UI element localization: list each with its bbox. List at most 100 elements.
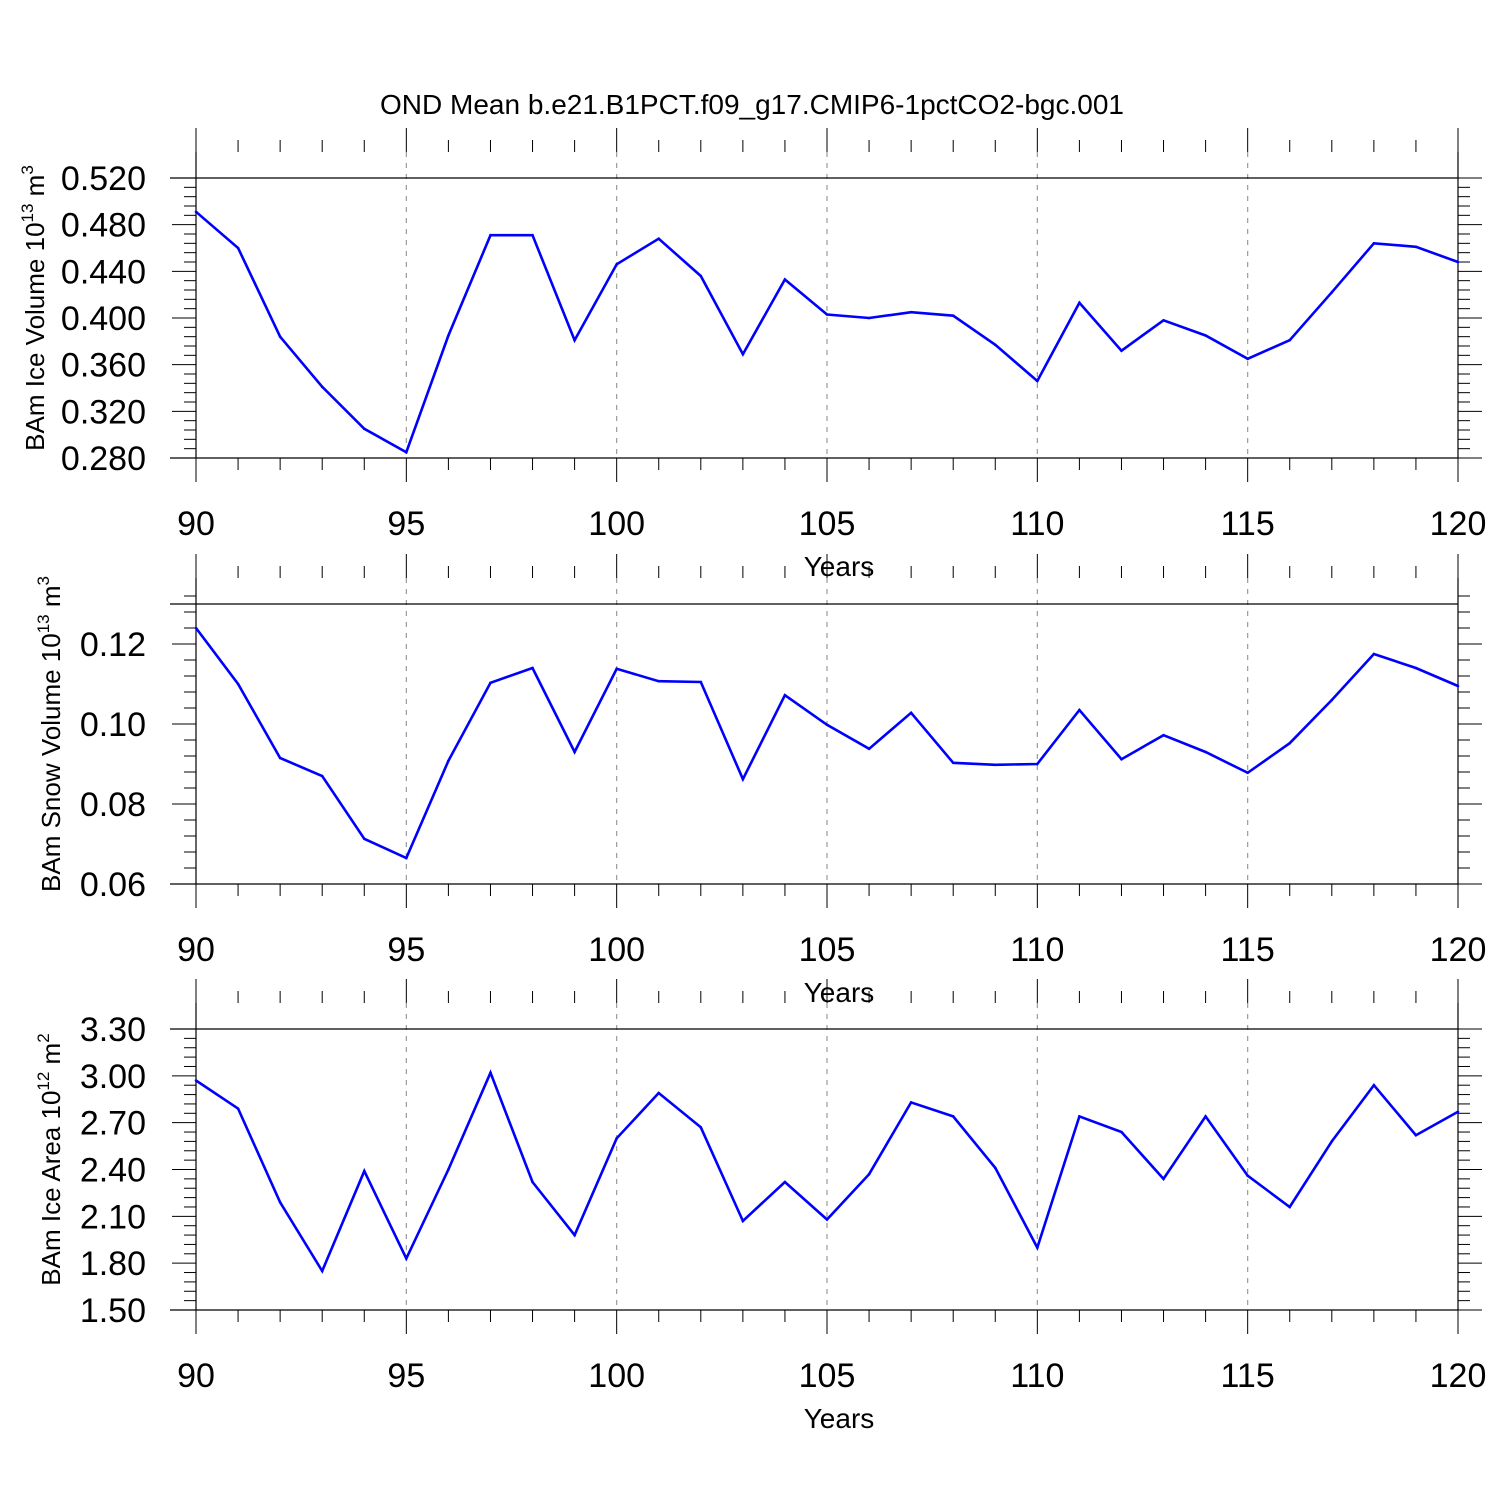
- data-point: [278, 756, 282, 760]
- data-point: [867, 1172, 871, 1176]
- data-point: [657, 237, 661, 240]
- y-tick-label: 0.360: [61, 347, 146, 385]
- data-point: [699, 274, 703, 278]
- data-point: [1414, 1133, 1418, 1137]
- x-tick-label: 115: [1221, 931, 1275, 969]
- data-point: [1120, 349, 1123, 352]
- x-tick-label: 105: [799, 1357, 856, 1395]
- data-point: [1288, 741, 1292, 745]
- x-tick-label: 95: [387, 931, 425, 969]
- y-axis-label: BAm Snow Volume 1013 m3: [34, 576, 66, 892]
- x-tick-label: 95: [387, 505, 425, 543]
- data-point: [741, 777, 745, 781]
- data-point: [194, 210, 198, 214]
- data-point: [699, 680, 703, 684]
- data-point: [1330, 291, 1334, 294]
- data-point: [993, 763, 997, 767]
- x-tick-label: 105: [799, 931, 856, 969]
- data-point: [1288, 338, 1292, 342]
- x-axis-label: Years: [804, 977, 875, 1008]
- x-tick-label: 90: [177, 1357, 215, 1395]
- y-tick-label: 0.320: [61, 393, 146, 431]
- data-point: [951, 761, 955, 765]
- data-point: [1078, 708, 1081, 712]
- data-point: [362, 1169, 366, 1173]
- data-point: [320, 385, 324, 389]
- data-point: [783, 1180, 787, 1184]
- y-tick-label: 3.30: [80, 1011, 146, 1049]
- data-point: [783, 278, 787, 281]
- data-point: [405, 1257, 408, 1260]
- data-point: [1162, 319, 1165, 322]
- x-tick-label: 105: [799, 505, 856, 543]
- data-point: [1036, 1246, 1039, 1249]
- data-point: [320, 774, 324, 778]
- data-point: [825, 723, 829, 727]
- x-tick-label: 115: [1221, 505, 1275, 543]
- data-point: [1078, 1115, 1081, 1118]
- data-point: [278, 1200, 282, 1204]
- data-point: [194, 1079, 198, 1082]
- data-point: [573, 338, 576, 342]
- x-tick-label: 100: [588, 505, 645, 543]
- x-tick-label: 110: [1010, 1357, 1064, 1395]
- data-point: [825, 1218, 829, 1221]
- data-point: [573, 750, 576, 754]
- x-axis-label: Years: [804, 551, 875, 582]
- y-axis-label: BAm Ice Area 1012 m2: [34, 1033, 66, 1285]
- data-point: [993, 1166, 997, 1170]
- y-tick-label: 0.480: [61, 207, 146, 245]
- data-point: [1120, 757, 1123, 761]
- data-point: [447, 1168, 450, 1171]
- data-point: [1078, 301, 1081, 305]
- data-point: [615, 667, 618, 671]
- x-tick-label: 90: [177, 505, 215, 543]
- data-point: [1162, 733, 1165, 737]
- x-tick-label: 95: [387, 1357, 425, 1395]
- data-point: [1204, 334, 1207, 337]
- y-tick-label: 0.12: [80, 626, 146, 664]
- x-tick-label: 115: [1221, 1357, 1275, 1395]
- data-point: [741, 1219, 745, 1223]
- x-tick-label: 120: [1430, 1357, 1487, 1395]
- data-point: [1372, 242, 1376, 245]
- data-point: [1288, 1205, 1292, 1209]
- data-point: [1372, 1083, 1376, 1087]
- data-point: [657, 1091, 661, 1095]
- data-point: [741, 352, 745, 356]
- y-axis-label: BAm Ice Volume 1013 m3: [18, 165, 50, 451]
- data-point: [1246, 357, 1249, 361]
- data-point: [573, 1233, 576, 1237]
- data-point: [1330, 698, 1334, 702]
- data-point: [236, 1107, 240, 1110]
- figure-title: OND Mean b.e21.B1PCT.f09_g17.CMIP6-1pctC…: [380, 89, 1124, 120]
- data-point: [825, 313, 829, 316]
- data-point: [1246, 1174, 1249, 1178]
- y-tick-label: 0.280: [61, 440, 146, 478]
- data-point: [909, 310, 913, 314]
- data-point: [867, 316, 871, 320]
- y-tick-label: 2.40: [80, 1152, 146, 1190]
- y-tick-label: 0.10: [80, 706, 146, 744]
- y-tick-label: 0.06: [80, 866, 146, 904]
- data-point: [447, 334, 450, 337]
- x-tick-label: 120: [1430, 931, 1487, 969]
- y-tick-label: 1.80: [80, 1245, 146, 1283]
- y-tick-label: 0.520: [61, 160, 146, 198]
- data-point: [1246, 771, 1249, 775]
- data-point: [615, 1136, 618, 1140]
- data-point: [489, 681, 492, 685]
- x-tick-label: 120: [1430, 505, 1487, 543]
- data-point: [657, 679, 661, 683]
- data-point: [951, 314, 955, 317]
- y-tick-label: 0.440: [61, 253, 146, 291]
- data-point: [1456, 684, 1460, 688]
- data-point: [236, 246, 240, 250]
- data-point: [1036, 379, 1039, 383]
- data-point: [909, 711, 913, 715]
- chart-panel-2: 90 95 100 105 110 115 120 0.06 0.08 0.10 0.12 Years…: [34, 554, 1486, 1008]
- data-point: [1456, 260, 1460, 264]
- y-tick-label: 0.08: [80, 786, 146, 824]
- chart-panel-3: 90 95 100 105 110 115 120 1.50 1.80 2.10 2.40 2.70 3…: [34, 979, 1486, 1434]
